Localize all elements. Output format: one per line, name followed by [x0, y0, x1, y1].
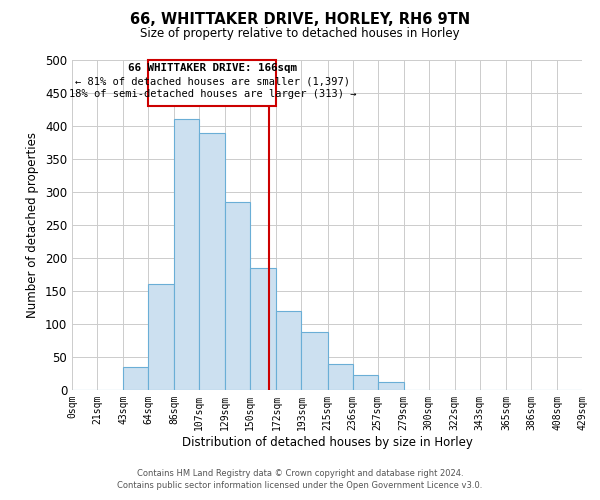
- Bar: [174, 120, 199, 390]
- Bar: [250, 268, 277, 390]
- Text: 66, WHITTAKER DRIVE, HORLEY, RH6 9TN: 66, WHITTAKER DRIVE, HORLEY, RH6 9TN: [130, 12, 470, 28]
- Text: 66 WHITTAKER DRIVE: 166sqm: 66 WHITTAKER DRIVE: 166sqm: [128, 63, 297, 73]
- Bar: [199, 132, 226, 390]
- Text: Contains public sector information licensed under the Open Government Licence v3: Contains public sector information licen…: [118, 481, 482, 490]
- Bar: [148, 284, 174, 390]
- FancyBboxPatch shape: [148, 60, 277, 106]
- Bar: [377, 382, 404, 390]
- Bar: [277, 311, 301, 390]
- Bar: [123, 367, 148, 390]
- X-axis label: Distribution of detached houses by size in Horley: Distribution of detached houses by size …: [182, 436, 472, 448]
- Text: Contains HM Land Registry data © Crown copyright and database right 2024.: Contains HM Land Registry data © Crown c…: [137, 468, 463, 477]
- Bar: [328, 364, 353, 390]
- Bar: [226, 202, 250, 390]
- Y-axis label: Number of detached properties: Number of detached properties: [26, 132, 40, 318]
- Text: Size of property relative to detached houses in Horley: Size of property relative to detached ho…: [140, 28, 460, 40]
- Text: 18% of semi-detached houses are larger (313) →: 18% of semi-detached houses are larger (…: [68, 90, 356, 100]
- Bar: [301, 332, 328, 390]
- Bar: [353, 376, 377, 390]
- Text: ← 81% of detached houses are smaller (1,397): ← 81% of detached houses are smaller (1,…: [75, 76, 350, 86]
